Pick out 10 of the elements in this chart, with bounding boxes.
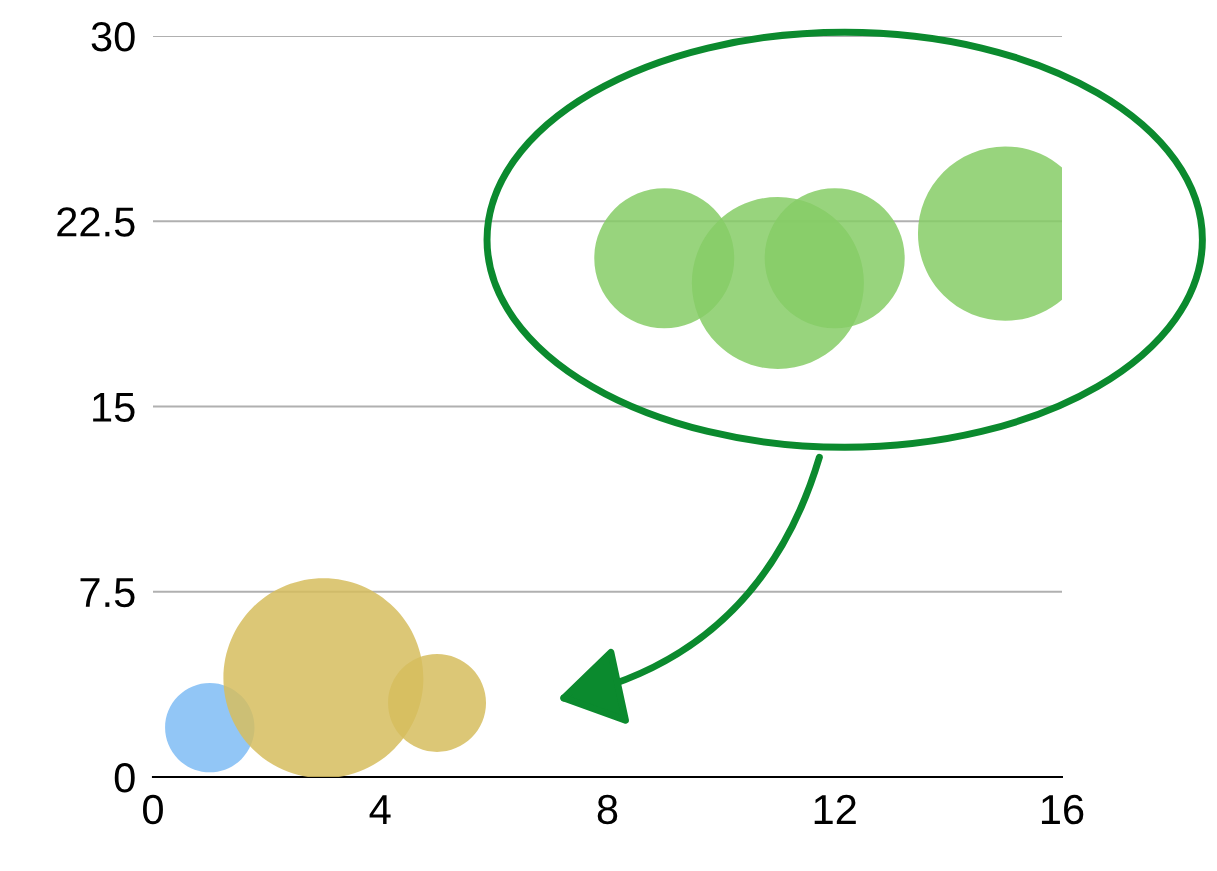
x-tick-label: 16 (1041, 794, 1084, 825)
y-tick-label: 30 (91, 21, 135, 52)
x-tick-label: 0 (143, 794, 163, 825)
x-tick-label: 4 (369, 795, 391, 824)
y-tick-label: 22.5 (57, 207, 135, 237)
x-tick-label: 8 (597, 794, 618, 825)
y-tick-label: 15 (93, 392, 135, 422)
y-tick-label: 0 (114, 763, 135, 793)
x-tick-label: 12 (814, 794, 856, 824)
y-tick-label: 7.5 (80, 578, 135, 608)
